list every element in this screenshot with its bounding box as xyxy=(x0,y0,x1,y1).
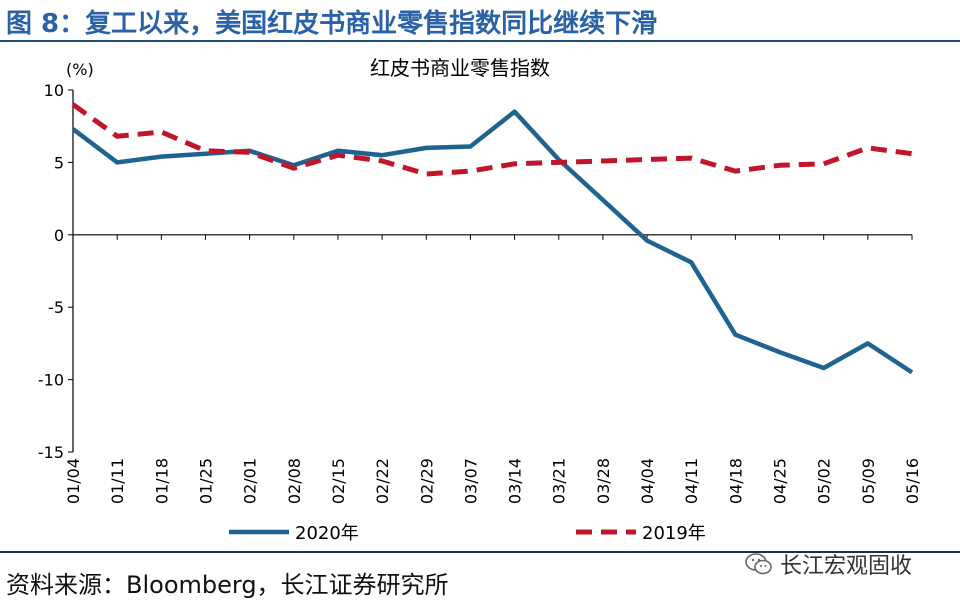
x-tick-label: 04/18 xyxy=(726,458,745,504)
title-divider xyxy=(0,40,960,42)
bottom-divider xyxy=(0,551,960,553)
x-tick-label: 04/11 xyxy=(682,458,701,504)
series-line-1 xyxy=(71,102,913,177)
x-tick-label: 04/04 xyxy=(638,458,657,504)
y-tick-label: -15 xyxy=(38,443,64,462)
x-tick-label: 03/14 xyxy=(506,458,525,504)
x-tick-label: 02/29 xyxy=(417,458,436,504)
watermark-text: 长江宏观固收 xyxy=(780,554,913,579)
x-tick-label: 01/11 xyxy=(108,458,127,504)
x-tick-label: 03/28 xyxy=(594,458,613,504)
y-tick-label: 0 xyxy=(54,226,64,245)
x-tick-label: 02/08 xyxy=(285,458,304,504)
x-tick-label: 01/25 xyxy=(196,458,215,504)
x-tick-label: 02/15 xyxy=(329,458,348,504)
x-tick-label: 05/02 xyxy=(815,458,834,504)
chart-title: 红皮书商业零售指数 xyxy=(370,56,550,80)
y-tick-label: -10 xyxy=(38,371,64,390)
x-tick-label: 05/09 xyxy=(859,458,878,504)
series-line-0 xyxy=(71,109,914,375)
x-tick-label: 02/22 xyxy=(373,458,392,504)
y-tick-label: 10 xyxy=(44,81,64,100)
x-tick-label: 04/25 xyxy=(771,458,790,504)
legend-label-1: 2019年 xyxy=(642,523,706,544)
source-note: 资料来源：Bloomberg，长江证券研究所 xyxy=(6,571,449,599)
figure-title: 图 8：复工以来，美国红皮书商业零售指数同比继续下滑 xyxy=(6,9,658,39)
wechat-icon xyxy=(745,553,772,575)
x-tick-label: 03/21 xyxy=(550,458,569,504)
legend-label-0: 2020年 xyxy=(295,523,359,544)
y-axis-unit: (%) xyxy=(66,60,94,79)
x-tick-label: 02/01 xyxy=(241,458,260,504)
y-tick-label: 5 xyxy=(54,153,64,172)
x-tick-label: 03/07 xyxy=(461,458,480,504)
x-tick-label: 01/18 xyxy=(152,458,171,504)
watermark: 长江宏观固收 xyxy=(744,548,912,580)
x-tick-label: 01/04 xyxy=(64,458,83,504)
x-tick-label: 05/16 xyxy=(903,458,922,504)
y-tick-label: -5 xyxy=(48,298,64,317)
